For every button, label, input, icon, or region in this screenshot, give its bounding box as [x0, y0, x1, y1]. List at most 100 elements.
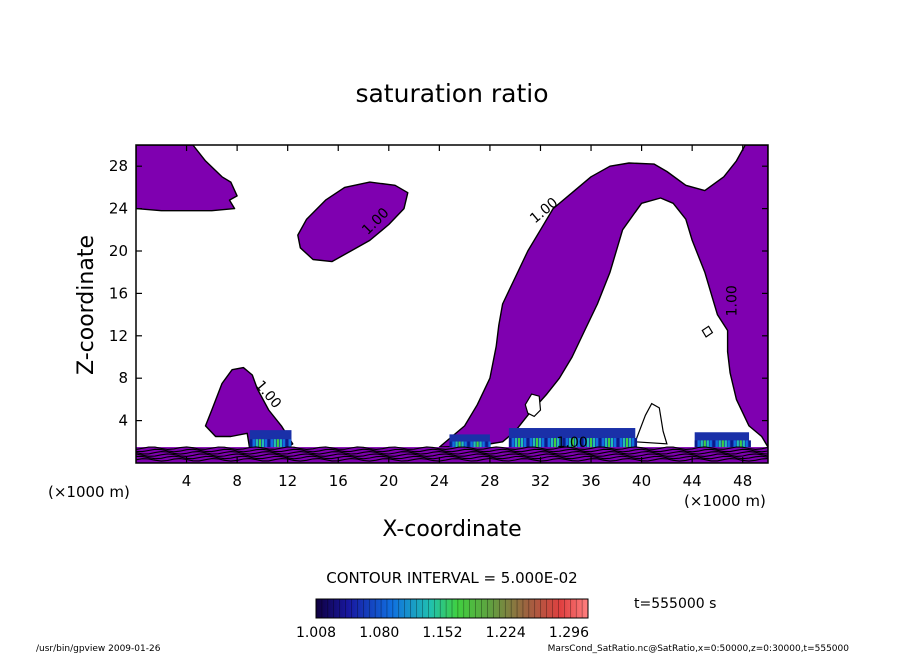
- surface-contour-line: [136, 448, 768, 453]
- band-stripe: [461, 441, 464, 451]
- colorbar-stripes: [321, 599, 583, 618]
- band-stripe: [544, 438, 548, 451]
- big-right-region: [438, 145, 768, 448]
- y-tick-label: 12: [109, 327, 128, 345]
- band-stripe: [601, 438, 605, 451]
- band-stripe: [288, 439, 291, 451]
- band-stripe: [616, 438, 620, 451]
- x-unit-label-left: (×1000 m): [48, 483, 130, 501]
- contour-label: 1.00: [724, 285, 740, 316]
- band-stripe: [541, 438, 545, 451]
- band-stripe: [562, 438, 566, 451]
- band-stripe: [467, 441, 470, 451]
- band-stripe: [470, 441, 473, 451]
- y-tick-label: 4: [118, 412, 128, 430]
- right-small-hole: [701, 325, 714, 338]
- band-stripe: [565, 438, 569, 451]
- band-stripe: [712, 440, 715, 451]
- band-stripe: [613, 438, 617, 451]
- band-stripe: [748, 440, 751, 451]
- band-stripe: [622, 438, 626, 451]
- x-tick-label: 12: [278, 472, 297, 490]
- band-stripe: [249, 439, 252, 451]
- band-stripe: [529, 438, 533, 451]
- band-stripe: [538, 438, 542, 451]
- band-stripe: [718, 440, 721, 451]
- band-stripe: [449, 441, 452, 451]
- mid-small-hole: [524, 393, 542, 418]
- band-stripe: [715, 440, 718, 451]
- band-stripe: [592, 438, 596, 451]
- band-stripe: [556, 438, 560, 451]
- band-stripe: [547, 438, 551, 451]
- upper-blob: [297, 181, 409, 263]
- band-stripe: [583, 438, 587, 451]
- band-stripe: [595, 438, 599, 451]
- band-stripe: [514, 438, 518, 451]
- band-stripe: [252, 439, 255, 451]
- band-stripe: [255, 439, 258, 451]
- band-stripe: [742, 440, 745, 451]
- band-stripe: [733, 440, 736, 451]
- colorbar-tick-label: 1.008: [296, 625, 336, 641]
- band-stripe: [586, 438, 590, 451]
- x-tick-label: 24: [430, 472, 449, 490]
- band-stripe: [634, 438, 638, 451]
- surface-contour-line: [136, 455, 768, 460]
- band-stripe: [709, 440, 712, 451]
- band-stripe: [694, 440, 697, 451]
- x-unit-label-right: (×1000 m): [684, 492, 766, 510]
- surface-contour-line: [136, 446, 768, 450]
- band-stripe: [745, 440, 748, 451]
- band-stripe: [568, 438, 572, 451]
- band-stripe: [532, 438, 536, 451]
- band-stripe: [452, 441, 455, 451]
- x-axis-ticks: 4 8 12 16 20 24 28 32 36 40 44 48: [182, 145, 752, 490]
- y-tick-label: 28: [109, 157, 128, 175]
- band-stripe: [736, 440, 739, 451]
- band-stripe: [455, 441, 458, 451]
- right-notch-hole: [634, 402, 668, 445]
- band-stripe: [697, 440, 700, 451]
- top-left-region: [136, 145, 238, 212]
- colorbar-tick-label: 1.152: [422, 625, 462, 641]
- band-stripe: [730, 440, 733, 451]
- band-stripe: [473, 441, 476, 451]
- surface-contour-line: [136, 453, 768, 457]
- band-stripe: [285, 439, 288, 451]
- colorbar: 1.008 1.080 1.152 1.224 1.296: [296, 598, 589, 641]
- band-stripe: [464, 441, 467, 451]
- chart-title: saturation ratio: [355, 79, 548, 108]
- colorbar-tick-label: 1.224: [486, 625, 526, 641]
- y-tick-label: 8: [118, 369, 128, 387]
- y-tick-label: 20: [109, 242, 128, 260]
- band-stripe: [517, 438, 521, 451]
- band-stripe: [526, 438, 530, 451]
- small-left-blob: [204, 366, 294, 450]
- band-stripe: [479, 441, 482, 451]
- time-label: t=555000 s: [634, 596, 716, 612]
- band-stripe: [273, 439, 276, 451]
- band-stripe: [721, 440, 724, 451]
- band-stripe: [619, 438, 623, 451]
- band-stripe: [577, 438, 581, 451]
- band-stripe: [553, 438, 557, 451]
- band-stripe: [739, 440, 742, 451]
- colorbar-tick-labels: 1.008 1.080 1.152 1.224 1.296: [296, 625, 589, 641]
- y-axis-ticks: 4 8 12 16 20 24 28: [109, 157, 768, 430]
- surface-contour-lines: [136, 446, 768, 463]
- x-tick-label: 40: [632, 472, 651, 490]
- band-stripe: [267, 439, 270, 451]
- band-stripe: [550, 438, 554, 451]
- x-tick-label: 48: [733, 472, 752, 490]
- band-stripe: [589, 438, 593, 451]
- band-stripe: [625, 438, 629, 451]
- band-stripe: [508, 438, 512, 451]
- band-stripe: [571, 438, 575, 451]
- x-tick-label: 36: [581, 472, 600, 490]
- band-stripe: [598, 438, 602, 451]
- x-tick-label: 16: [329, 472, 348, 490]
- band-stripe: [628, 438, 632, 451]
- y-tick-label: 16: [109, 284, 128, 302]
